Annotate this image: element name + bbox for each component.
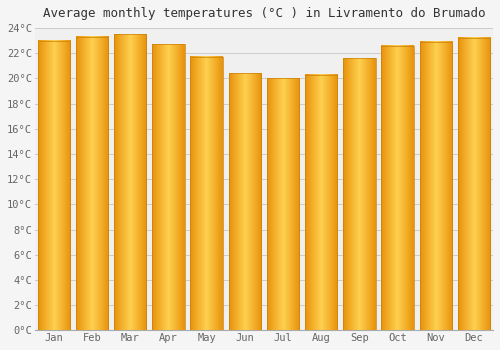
Bar — [190, 57, 223, 330]
Bar — [343, 58, 376, 330]
Bar — [38, 41, 70, 330]
Bar — [267, 78, 299, 330]
Bar — [152, 44, 184, 330]
Bar — [305, 75, 338, 330]
Title: Average monthly temperatures (°C ) in Livramento do Brumado: Average monthly temperatures (°C ) in Li… — [42, 7, 485, 20]
Bar — [420, 42, 452, 330]
Bar — [382, 46, 414, 330]
Bar — [76, 37, 108, 330]
Bar — [228, 74, 261, 330]
Bar — [114, 34, 146, 330]
Bar — [458, 38, 490, 330]
